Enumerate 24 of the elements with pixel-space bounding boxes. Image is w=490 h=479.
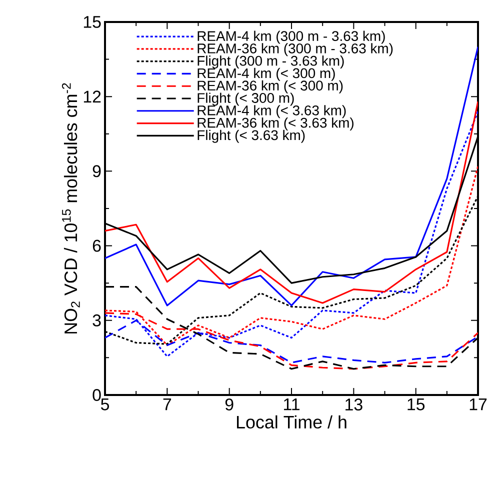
x-tick-label: 13 <box>346 398 362 410</box>
x-axis-title: Local Time / h <box>237 415 346 428</box>
y-axis-title: NO$_{2}$ VCD / 10$^{15}$ molecules cm$^{-2}$ <box>62 83 80 334</box>
legend-label: REAM-4 km (< 3.63 km) <box>198 105 346 118</box>
x-tick-label: 17 <box>470 398 487 410</box>
legend-label: REAM-36 km (300 m - 3.63 km) <box>198 43 393 56</box>
legend-label: REAM-36 km (< 300 m) <box>198 80 343 94</box>
y-tick-label: 15 <box>84 16 101 28</box>
x-tick-label: 15 <box>408 398 425 410</box>
legend-label: REAM-4 km (300 m - 3.63 km) <box>198 30 385 44</box>
x-tick-label: 11 <box>284 398 300 410</box>
legend-label: Flight (< 300 m) <box>198 92 294 106</box>
x-tick-label: 7 <box>163 398 172 410</box>
y-tick-label: 3 <box>92 314 101 326</box>
legend-label: REAM-36 km (< 3.63 km) <box>198 117 354 130</box>
legend-label: Flight (300 m - 3.63 km) <box>198 56 344 69</box>
legend-label: Flight (< 3.63 km) <box>198 130 305 143</box>
y-tick-label: 6 <box>92 240 101 252</box>
y-tick-label: 9 <box>92 165 101 178</box>
y-tick-label: 0 <box>92 388 101 401</box>
x-tick-label: 5 <box>100 398 109 410</box>
y-tick-label: 12 <box>84 90 101 102</box>
legend-label: REAM-4 km (< 300 m) <box>198 68 335 81</box>
x-tick-label: 9 <box>225 398 234 410</box>
